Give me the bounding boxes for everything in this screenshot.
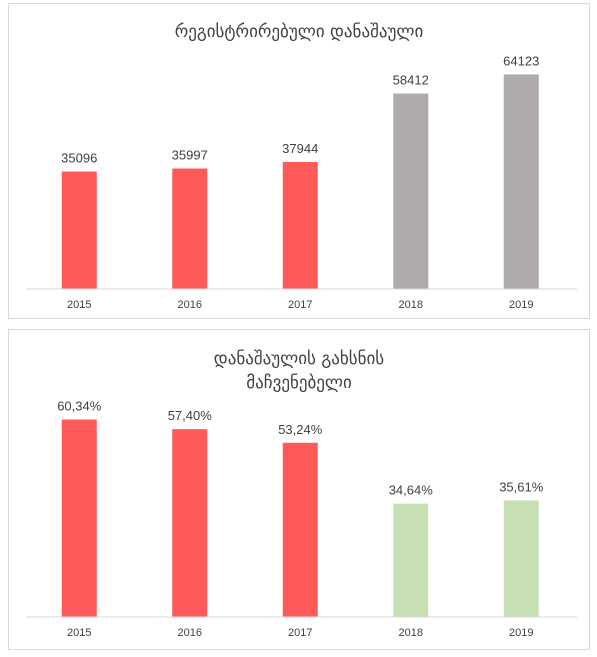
x-tick-label-2018: 2018 <box>399 627 423 639</box>
bar-chart-registered-crime: რეგისტრირებული დანაშაული 35096 2015 35997 2… <box>27 22 577 311</box>
x-tick-label-2019: 2019 <box>509 627 533 639</box>
x-tick-label-2017: 2017 <box>288 627 312 639</box>
x-tick-label-2017: 2017 <box>288 299 312 311</box>
bar-2019 <box>503 500 539 617</box>
chart-panel-registered-crime: რეგისტრირებული დანაშაული 35096 2015 35997 2… <box>8 3 590 319</box>
chart-panel-clearance-rate: დანაშაულის გახსნის მაჩვენებელი 60,34% 201… <box>8 329 590 650</box>
x-tick-label-2016: 2016 <box>178 627 202 639</box>
bar-2019 <box>503 74 539 289</box>
bar-2017 <box>282 162 318 289</box>
chart-title-line-1: დანაშაულის გახსნის <box>214 349 385 369</box>
x-tick-label-2016: 2016 <box>178 299 202 311</box>
bar-2016 <box>172 429 208 617</box>
bar-chart-clearance-rate: დანაშაულის გახსნის მაჩვენებელი 60,34% 201… <box>27 349 577 639</box>
bar-2018 <box>393 503 429 617</box>
data-label-2015: 35096 <box>61 151 97 166</box>
data-label-2017: 37944 <box>282 141 318 156</box>
data-label-2018: 34,64% <box>389 483 434 498</box>
data-label-2018: 58412 <box>393 73 429 88</box>
x-tick-label-2018: 2018 <box>399 299 423 311</box>
bar-2016 <box>172 168 208 289</box>
bar-2015 <box>61 171 97 289</box>
x-tick-label-2015: 2015 <box>67 627 91 639</box>
chart-title: რეგისტრირებული დანაშაული <box>175 22 424 42</box>
data-label-2016: 57,40% <box>168 408 213 423</box>
data-label-2017: 53,24% <box>278 422 323 437</box>
data-label-2016: 35997 <box>172 148 208 163</box>
x-tick-label-2019: 2019 <box>509 299 533 311</box>
bar-2018 <box>393 93 429 290</box>
data-label-2019: 64123 <box>503 53 539 68</box>
data-label-2015: 60,34% <box>57 399 102 414</box>
bar-2017 <box>282 442 318 617</box>
chart-title-line-2: მაჩვენებელი <box>246 373 352 393</box>
bar-2015 <box>61 419 97 617</box>
data-label-2019: 35,61% <box>499 479 544 494</box>
x-tick-label-2015: 2015 <box>67 299 91 311</box>
